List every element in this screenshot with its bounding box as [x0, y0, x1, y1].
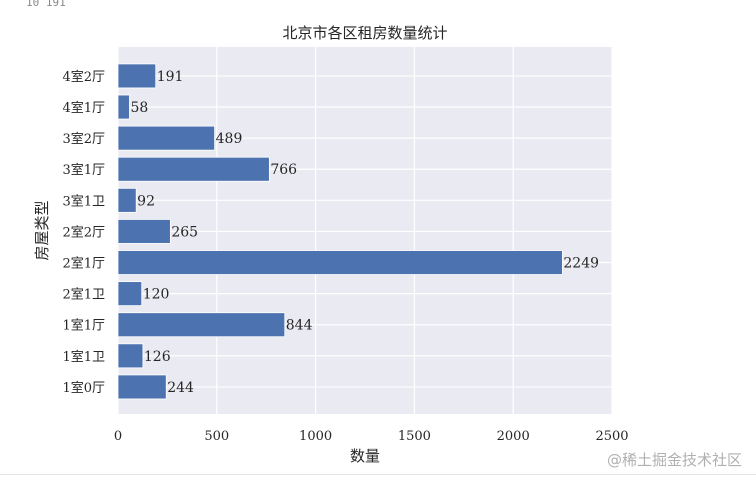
- data-label: 191: [157, 69, 184, 85]
- y-axis-label: 房屋类型: [33, 200, 51, 260]
- bar: [117, 63, 157, 89]
- bar: [117, 343, 144, 369]
- data-label: 244: [167, 380, 194, 396]
- divider: [0, 474, 756, 475]
- y-tick-label: 4室1厅: [62, 100, 105, 116]
- x-tick-label: 2000: [497, 429, 530, 444]
- x-tick-label: 2500: [595, 429, 628, 444]
- y-tick-label: 2室2厅: [62, 224, 105, 240]
- y-tick-label: 1室1卫: [62, 349, 105, 365]
- y-tick-label: 3室1卫: [62, 193, 105, 209]
- y-tick-label: 4室2厅: [62, 69, 105, 85]
- data-label: 2249: [563, 256, 599, 272]
- chart-title: 北京市各区租房数量统计: [282, 24, 447, 42]
- data-label: 92: [137, 193, 155, 209]
- data-label: 844: [286, 318, 313, 334]
- bar: [117, 156, 270, 182]
- x-tick-label: 1000: [299, 429, 332, 444]
- y-tick-label: 3室1厅: [62, 162, 105, 178]
- bar: [117, 94, 130, 120]
- y-tick-label: 1室1厅: [62, 318, 105, 334]
- y-tick-label: 3室2厅: [62, 131, 105, 147]
- y-tick-label: 1室0厅: [62, 380, 105, 396]
- plot-area: [118, 47, 612, 414]
- bar: [117, 374, 167, 400]
- data-label: 120: [143, 287, 170, 303]
- data-label: 126: [144, 349, 171, 365]
- x-tick-label: 0: [114, 429, 122, 444]
- x-tick-label: 500: [204, 429, 229, 444]
- bar: [117, 250, 563, 275]
- console-output: 10 191: [26, 0, 66, 9]
- watermark: @稀土掘金技术社区: [606, 451, 742, 469]
- data-label: 265: [171, 224, 198, 240]
- bar: [117, 187, 137, 213]
- y-tick-label: 2室1卫: [62, 287, 105, 303]
- data-label: 58: [130, 100, 148, 116]
- x-tick-label: 1500: [398, 429, 431, 444]
- data-label: 489: [216, 131, 243, 147]
- bar: [117, 219, 171, 244]
- bar: [117, 281, 143, 307]
- bar: [117, 312, 286, 338]
- data-label: 766: [270, 162, 297, 178]
- y-tick-label: 2室1厅: [62, 256, 105, 272]
- bar: [117, 125, 216, 151]
- x-axis-label: 数量: [350, 447, 380, 465]
